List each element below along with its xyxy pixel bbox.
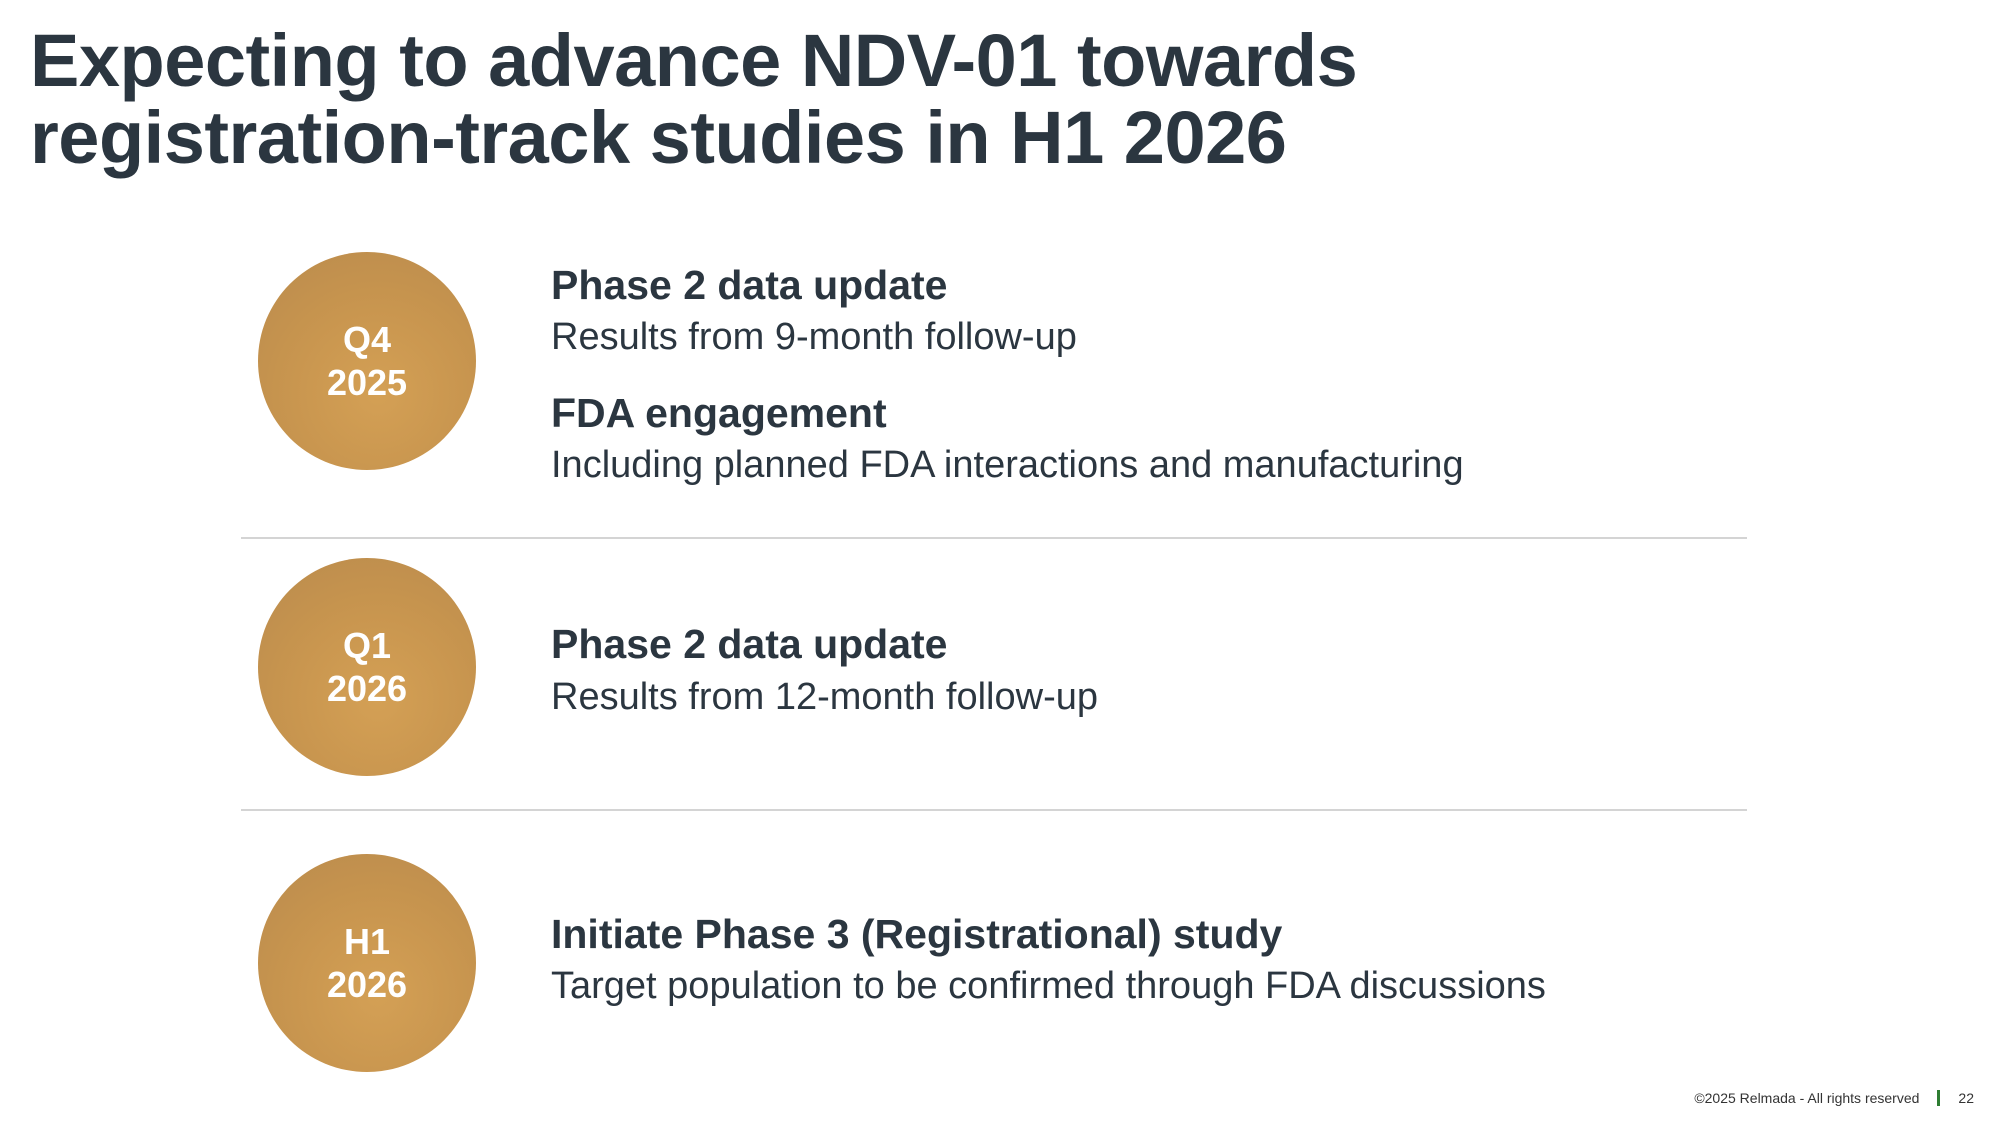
milestone-heading: Initiate Phase 3 (Registrational) study [551, 911, 1283, 957]
footer: ©2025 Relmada - All rights reserved 22 [1694, 1090, 1974, 1106]
badge-year: 2026 [326, 668, 408, 709]
badge-year: 2025 [326, 362, 408, 403]
badge-period: Q4 [342, 319, 392, 360]
milestone-heading: Phase 2 data update [551, 621, 948, 667]
badge-period: H1 [343, 921, 391, 962]
milestone-heading: Phase 2 data update [551, 262, 948, 308]
milestone-badge-h1-2026: H1 2026 [258, 854, 476, 1072]
page-number: 22 [1958, 1090, 1974, 1106]
badge-period: Q1 [342, 625, 392, 666]
footer-divider [1937, 1090, 1941, 1106]
milestone-description: Results from 9-month follow-up [551, 316, 1077, 358]
milestone-badge-q1-2026: Q1 2026 [258, 558, 476, 776]
milestone-heading: FDA engagement [551, 390, 887, 436]
title-line: Expecting to advance NDV-01 towards [30, 19, 1358, 102]
milestone-description: Target population to be confirmed throug… [551, 965, 1546, 1007]
milestone-description: Results from 12-month follow-up [551, 676, 1098, 718]
divider [241, 537, 1747, 539]
divider [241, 809, 1747, 811]
milestone-description: Including planned FDA interactions and m… [551, 444, 1464, 486]
page-title: Expecting to advance NDV-01 towards regis… [30, 19, 1358, 179]
title-line: registration-track studies in H1 2026 [30, 96, 1287, 179]
badge-year: 2026 [326, 964, 408, 1005]
milestone-badge-q4-2025: Q4 2025 [258, 252, 476, 470]
copyright: ©2025 Relmada - All rights reserved [1694, 1090, 1920, 1106]
